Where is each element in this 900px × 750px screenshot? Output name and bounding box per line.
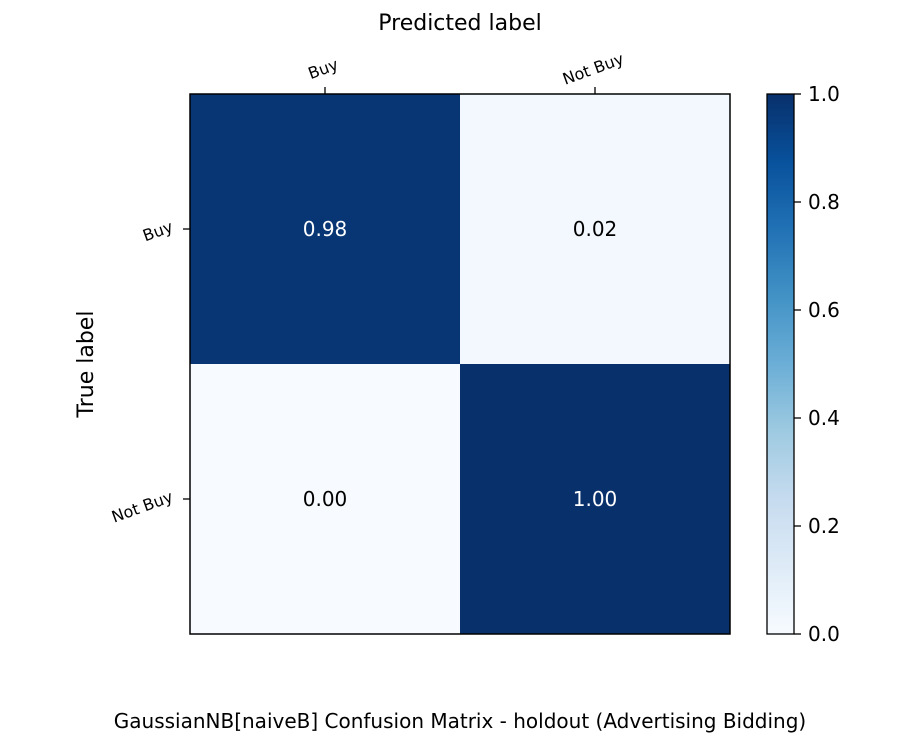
- x-axis-label: Predicted label: [378, 11, 541, 36]
- matrix-cell: [460, 94, 730, 364]
- matrix-cell: [460, 364, 730, 634]
- chart-title: GaussianNB[naiveB] Confusion Matrix - ho…: [114, 709, 806, 733]
- matrix-cell: [190, 364, 460, 634]
- cell-value-label: 0.00: [303, 487, 348, 511]
- cell-value-labels: 0.98 0.02 0.00 1.00: [303, 217, 618, 511]
- y-tick-group: Buy Not Buy: [109, 217, 190, 527]
- colorbar-tick-label: 0.8: [808, 190, 840, 214]
- cell-value-label: 0.98: [303, 217, 348, 241]
- matrix-cell: [190, 94, 460, 364]
- colorbar-ticks: 0.0 0.2 0.4 0.6 0.8 1.0: [794, 82, 840, 646]
- cell-value-label: 0.02: [573, 217, 618, 241]
- y-tick-label: Buy: [140, 217, 175, 245]
- y-tick-label: Not Buy: [109, 487, 175, 527]
- colorbar-tick-label: 0.6: [808, 298, 840, 322]
- matrix-cells: [190, 94, 730, 634]
- x-tick-group: Buy Not Buy: [305, 49, 626, 94]
- cell-value-label: 1.00: [573, 487, 618, 511]
- colorbar: 0.0 0.2 0.4 0.6 0.8 1.0: [766, 82, 840, 646]
- colorbar-gradient: [766, 93, 795, 635]
- x-tick-label: Buy: [305, 55, 340, 83]
- colorbar-tick-label: 1.0: [808, 82, 840, 106]
- colorbar-tick-label: 0.2: [808, 514, 840, 538]
- colorbar-tick-label: 0.4: [808, 406, 840, 430]
- plot-frame: [189, 93, 731, 635]
- x-tick-label: Not Buy: [560, 49, 626, 89]
- colorbar-tick-label: 0.0: [808, 622, 840, 646]
- y-axis-label: True label: [74, 311, 99, 419]
